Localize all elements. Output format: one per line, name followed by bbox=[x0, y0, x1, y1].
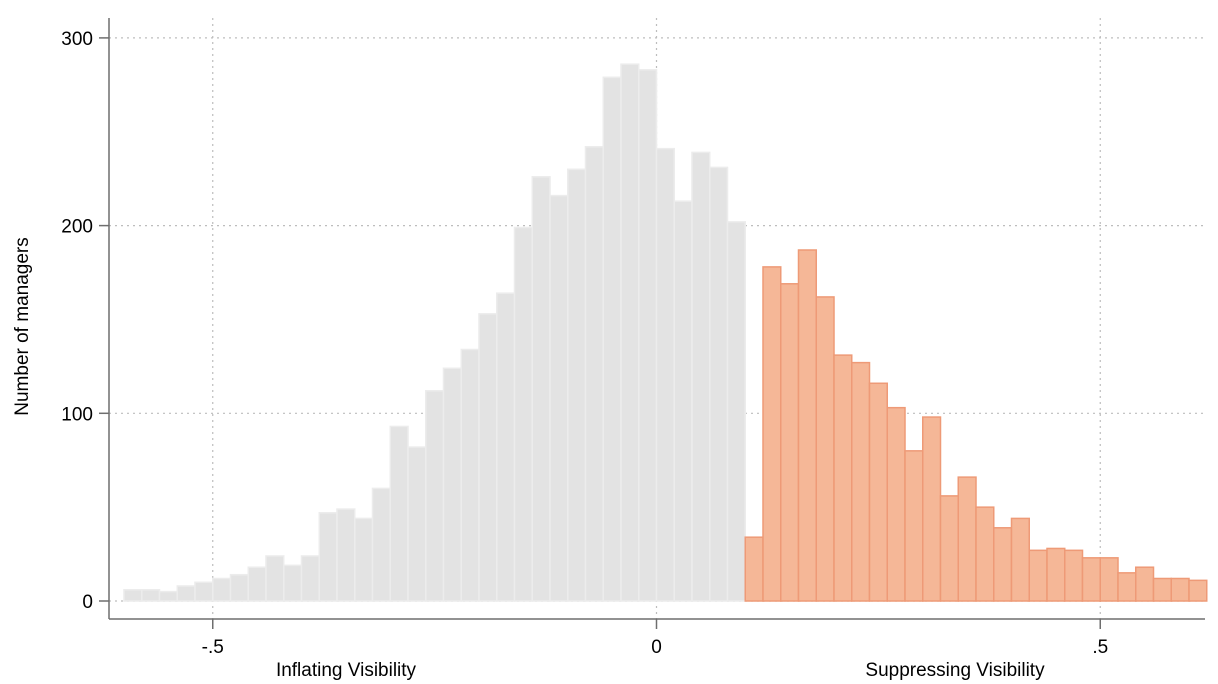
histogram-bar-inflating bbox=[407, 446, 427, 602]
histogram-bar-inflating bbox=[478, 313, 498, 602]
histogram-bar-inflating bbox=[620, 63, 640, 602]
histogram-bar-inflating bbox=[354, 517, 374, 602]
histogram-bar-inflating bbox=[176, 585, 196, 602]
histogram-bar-inflating bbox=[389, 425, 409, 602]
histogram-bar-suppressing bbox=[975, 506, 995, 602]
histogram-bar-suppressing bbox=[833, 354, 853, 602]
histogram-bar-inflating bbox=[584, 146, 604, 602]
y-tick-label: 200 bbox=[61, 217, 93, 238]
histogram-bar-suppressing bbox=[744, 536, 764, 602]
histogram-bar-inflating bbox=[425, 390, 445, 602]
histogram-bar-suppressing bbox=[815, 296, 835, 602]
histogram-bar-inflating bbox=[265, 555, 285, 602]
histogram-bar-suppressing bbox=[886, 406, 906, 602]
histogram-bar-inflating bbox=[513, 226, 533, 602]
x-tick-label: 0 bbox=[651, 637, 662, 658]
histogram-bar-suppressing bbox=[1170, 577, 1190, 602]
histogram-bar-inflating bbox=[158, 590, 178, 602]
histogram-bar-suppressing bbox=[1152, 577, 1172, 602]
histogram-bar-suppressing bbox=[1046, 547, 1066, 602]
histogram-bar-suppressing bbox=[797, 249, 817, 602]
histogram-bar-inflating bbox=[496, 292, 516, 602]
histogram-bar-suppressing bbox=[1135, 566, 1155, 602]
histogram-bar-inflating bbox=[229, 573, 249, 602]
histogram-bar-inflating bbox=[247, 566, 267, 602]
histogram-bar-inflating bbox=[318, 512, 338, 602]
histogram-bar-inflating bbox=[194, 581, 214, 602]
histogram-bar-inflating bbox=[638, 69, 658, 602]
histogram-bar-suppressing bbox=[1064, 549, 1084, 602]
histogram-bar-inflating bbox=[123, 588, 143, 602]
histogram-bar-inflating bbox=[283, 564, 303, 602]
histogram-bar-suppressing bbox=[851, 361, 871, 602]
histogram-bar-inflating bbox=[726, 221, 746, 602]
histogram-bar-suppressing bbox=[904, 450, 924, 602]
x-tick-label: -.5 bbox=[202, 637, 224, 658]
histogram-bar-suppressing bbox=[1028, 549, 1048, 602]
histogram-bar-inflating bbox=[371, 487, 391, 602]
y-tick-label: 0 bbox=[82, 592, 93, 613]
histogram-bar-inflating bbox=[300, 555, 320, 602]
histogram-bar-inflating bbox=[673, 200, 693, 602]
histogram-bar-inflating bbox=[442, 367, 462, 602]
histogram-bar-suppressing bbox=[1081, 557, 1101, 602]
y-axis-title: Number of managers bbox=[12, 237, 33, 415]
histogram-bar-inflating bbox=[460, 348, 480, 602]
label-inflating-visibility: Inflating Visibility bbox=[276, 660, 417, 681]
histogram-bar-suppressing bbox=[1188, 579, 1208, 602]
histogram-bar-inflating bbox=[655, 147, 675, 602]
histogram-bar-suppressing bbox=[1099, 557, 1119, 602]
histogram-bar-suppressing bbox=[1117, 572, 1137, 602]
histogram-bar-inflating bbox=[567, 168, 587, 602]
histogram-bar-inflating bbox=[531, 176, 551, 602]
y-tick-label: 100 bbox=[61, 404, 93, 425]
histogram-bar-suppressing bbox=[939, 495, 959, 602]
histogram-bar-inflating bbox=[602, 76, 622, 602]
histogram-bar-inflating bbox=[141, 588, 161, 602]
histogram-bar-inflating bbox=[549, 194, 569, 602]
histogram-bar-suppressing bbox=[1010, 517, 1030, 602]
x-tick-label: .5 bbox=[1092, 637, 1108, 658]
histogram-bar-suppressing bbox=[762, 266, 782, 602]
histogram-bar-suppressing bbox=[868, 382, 888, 602]
histogram-bar-suppressing bbox=[780, 283, 800, 602]
histogram-bar-inflating bbox=[691, 151, 711, 602]
histogram-bar-inflating bbox=[709, 166, 729, 602]
histogram-bar-inflating bbox=[212, 577, 232, 602]
histogram-bar-inflating bbox=[336, 508, 356, 602]
histogram-bar-suppressing bbox=[957, 476, 977, 602]
label-suppressing-visibility: Suppressing Visibility bbox=[865, 660, 1045, 681]
y-tick-label: 300 bbox=[61, 29, 93, 50]
histogram-bar-suppressing bbox=[993, 527, 1013, 602]
histogram-bar-suppressing bbox=[922, 416, 942, 602]
